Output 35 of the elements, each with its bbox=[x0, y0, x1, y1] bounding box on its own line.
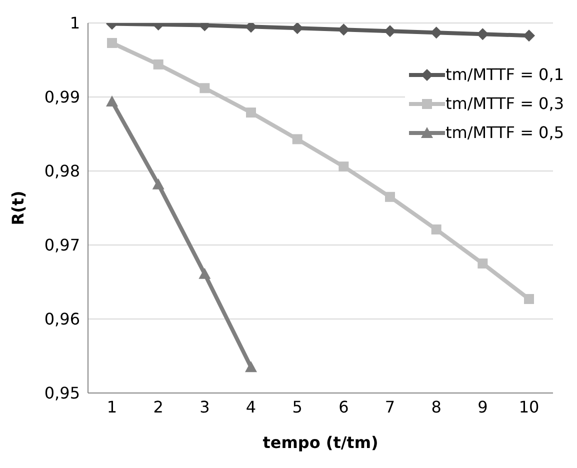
legend-label: tm/MTTF = 0,3 bbox=[445, 94, 564, 113]
point bbox=[431, 224, 442, 234]
point bbox=[200, 83, 210, 94]
x-tick-label: 8 bbox=[431, 397, 442, 416]
point bbox=[198, 268, 211, 279]
y-tick-label: 0,96 bbox=[44, 310, 80, 329]
x-tick-label: 10 bbox=[518, 397, 540, 416]
legend-label: tm/MTTF = 0,1 bbox=[445, 65, 564, 84]
x-tick-label: 7 bbox=[384, 397, 396, 416]
x-tick-label: 9 bbox=[478, 397, 488, 416]
x-tick-label: 2 bbox=[153, 397, 164, 416]
point bbox=[107, 38, 117, 48]
point bbox=[245, 361, 257, 372]
point bbox=[246, 108, 256, 118]
point bbox=[153, 59, 164, 70]
y-tick-label: 0,97 bbox=[44, 236, 80, 255]
x-tick-label: 6 bbox=[338, 397, 349, 416]
point bbox=[385, 192, 395, 202]
legend-label: tm/MTTF = 0,5 bbox=[445, 123, 564, 142]
point bbox=[524, 294, 534, 304]
point bbox=[152, 178, 164, 190]
point bbox=[106, 95, 118, 106]
y-tick-label: 1 bbox=[70, 14, 80, 33]
x-tick-label: 5 bbox=[292, 397, 302, 416]
y-tick-label: 0,95 bbox=[44, 384, 80, 403]
y-tick-label: 0,98 bbox=[44, 162, 80, 181]
x-tick-label: 4 bbox=[246, 397, 256, 416]
x-tick-label: 3 bbox=[200, 397, 210, 416]
point bbox=[292, 134, 302, 144]
x-tick-label: 1 bbox=[106, 397, 118, 416]
point bbox=[338, 162, 349, 172]
point bbox=[478, 258, 488, 268]
x-axis-title: tempo (t/tm) bbox=[262, 433, 378, 452]
y-axis-title: R(t) bbox=[8, 190, 28, 226]
y-tick-label: 0,99 bbox=[44, 88, 80, 107]
